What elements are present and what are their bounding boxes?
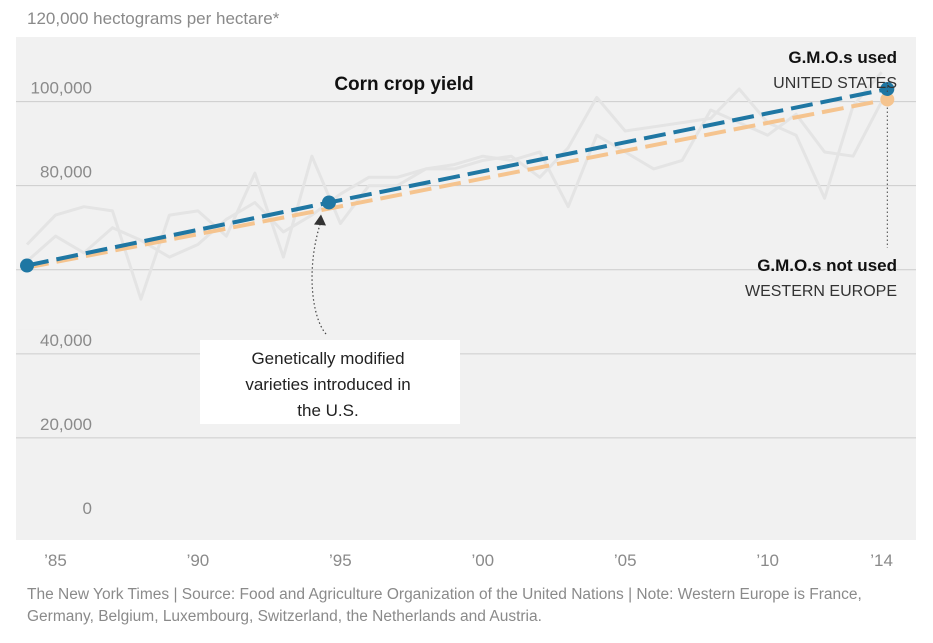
tick-label-mask bbox=[18, 413, 88, 436]
callout-arrowhead bbox=[314, 214, 326, 226]
western-europe-end-point bbox=[880, 92, 895, 107]
leader-lines bbox=[311, 80, 888, 335]
annual-line-united-states bbox=[25, 71, 883, 301]
annual-yield-lines bbox=[25, 71, 883, 301]
annual-line-western-europe bbox=[26, 100, 883, 263]
grid-lines bbox=[16, 101, 916, 439]
tick-label-mask bbox=[18, 329, 88, 352]
callout-line-3: the U.S. bbox=[297, 401, 358, 420]
tick-label-mask bbox=[18, 498, 38, 520]
united-states-label: UNITED STATES bbox=[773, 75, 897, 92]
chart-title: Corn crop yield bbox=[334, 74, 473, 95]
callout-line-2: varieties introduced in bbox=[245, 375, 410, 394]
tick-label-mask bbox=[18, 77, 98, 100]
x-tick-label: ’85 bbox=[44, 551, 67, 570]
y-tick-label: 100,000 bbox=[31, 79, 92, 98]
footer-note: The New York Times | Source: Food and Ag… bbox=[27, 586, 862, 625]
united-states-point bbox=[321, 195, 336, 210]
western-europe-label: WESTERN EUROPE bbox=[745, 283, 897, 300]
x-tick-label: ’90 bbox=[187, 551, 210, 570]
y-axis-label: 120,000 hectograms per hectare* bbox=[27, 9, 280, 28]
western-europe-trend-line bbox=[26, 97, 888, 270]
y-tick-label: 80,000 bbox=[40, 163, 92, 182]
x-tick-label: ’00 bbox=[471, 551, 494, 570]
y-tick-label: 0 bbox=[83, 499, 92, 518]
united-states-point bbox=[20, 258, 34, 273]
trend-points bbox=[20, 81, 895, 273]
y-tick-label: 20,000 bbox=[40, 415, 92, 434]
callout-background bbox=[200, 340, 460, 424]
gmo-not-used-label: G.M.O.s not used bbox=[757, 256, 897, 275]
x-tick-label: ’10 bbox=[756, 551, 779, 570]
y-axis-tick-labels: 0 20,000 40,000 80,000 100,000 bbox=[31, 79, 92, 518]
tick-label-mask bbox=[18, 161, 88, 184]
united-states-point bbox=[880, 81, 895, 96]
x-axis-tick-labels: ’85 ’90 ’95 ’00 ’05 ’10 ’14 bbox=[44, 551, 893, 570]
y-tick-label: 40,000 bbox=[40, 331, 92, 350]
label-masks bbox=[18, 77, 98, 520]
x-tick-label: ’14 bbox=[870, 551, 893, 570]
gmo-used-label: G.M.O.s used bbox=[788, 48, 897, 67]
callout-line-1: Genetically modified bbox=[251, 349, 404, 368]
x-tick-label: ’95 bbox=[329, 551, 352, 570]
x-tick-label: ’05 bbox=[614, 551, 637, 570]
